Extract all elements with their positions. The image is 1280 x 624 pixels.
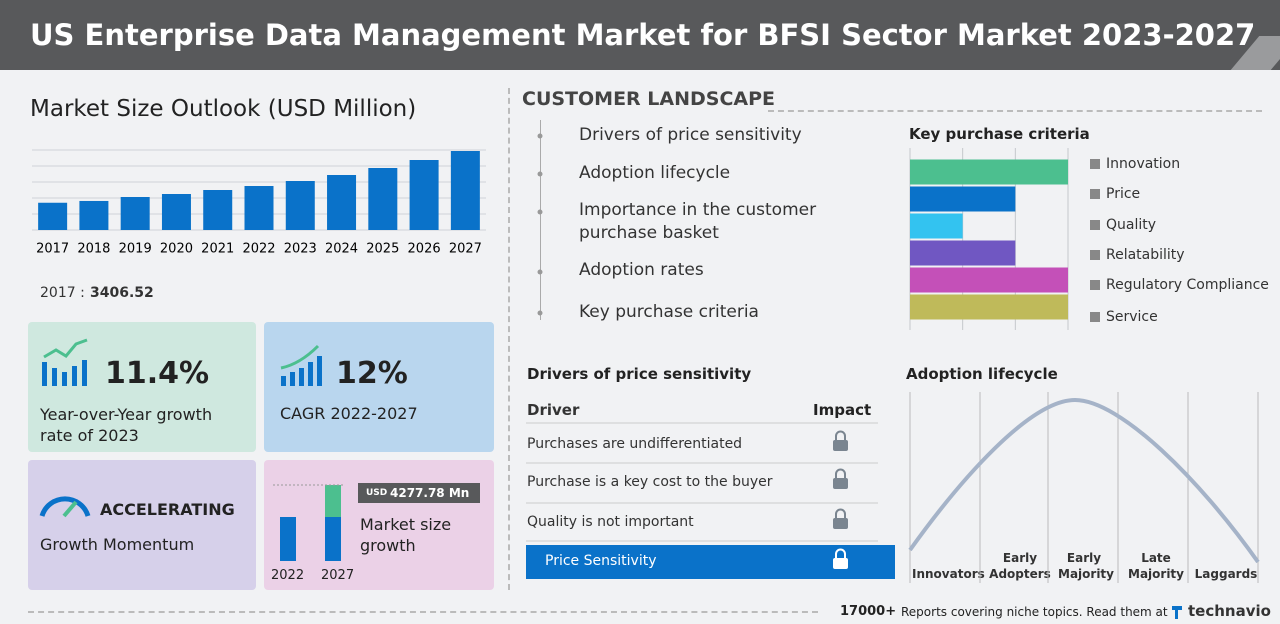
footer-text: Reports covering niche topics. Read them… [901, 605, 1168, 619]
rule [768, 110, 1262, 112]
bar [203, 190, 233, 230]
bar [285, 181, 315, 230]
card-value: 11.4% [105, 356, 210, 391]
table-title: Drivers of price sensitivity [527, 365, 752, 383]
landscape-item: Key purchase criteria [579, 302, 759, 322]
bar [38, 202, 68, 230]
column-header: Impact [813, 401, 872, 419]
driver-row: Purchase is a key cost to the buyer [527, 474, 773, 490]
bar [368, 168, 398, 230]
chart-title: Adoption lifecycle [906, 365, 1058, 383]
card-cagr [264, 322, 494, 452]
landscape-item: Adoption rates [579, 260, 704, 280]
growth-badge [358, 483, 480, 503]
legend-swatch [1090, 189, 1100, 199]
x-tick-label: 2021 [201, 242, 234, 257]
card-label: CAGR 2022-2027 [280, 404, 418, 423]
base-value: 3406.52 [90, 285, 154, 301]
x-tick-label: 2020 [160, 242, 193, 257]
x-tick-label: 2019 [119, 242, 152, 257]
bar [161, 194, 191, 230]
year: 2027 [321, 568, 355, 583]
bar [910, 213, 963, 239]
bar [120, 197, 150, 230]
landscape-item: Importance in the customer purchase bask… [579, 200, 817, 243]
bar [244, 186, 274, 230]
bar [409, 160, 439, 230]
bar [910, 240, 1016, 266]
card-label: Growth Momentum [40, 535, 195, 554]
x-tick-label: 2025 [366, 242, 399, 257]
base-year: 2017 : [40, 285, 85, 301]
column-header: Driver [527, 401, 580, 419]
bar [910, 267, 1068, 293]
list-dots [537, 133, 543, 316]
stage: Innovators [912, 567, 985, 581]
header-title: US Enterprise Data Management Market for… [30, 18, 1256, 52]
x-tick-label: 2024 [325, 242, 358, 257]
growth-value: 4277.78 Mn [390, 486, 470, 500]
bar [79, 200, 109, 230]
legend-label: Innovation [1106, 156, 1180, 172]
brand-icon [1172, 606, 1182, 619]
adoption-curve [908, 397, 1260, 564]
locks [833, 430, 848, 569]
x-tick-label: 2018 [77, 242, 110, 257]
landscape-item: Adoption lifecycle [579, 163, 731, 183]
legend-swatch [1090, 159, 1100, 169]
legend-swatch [1090, 250, 1100, 260]
card-value: 12% [336, 356, 408, 391]
bar [450, 151, 480, 230]
table-rules [526, 422, 878, 542]
footer-rule [28, 611, 818, 613]
bar [910, 186, 1016, 212]
landscape-item: Drivers of price sensitivity [579, 125, 802, 145]
x-tick-label: 2017 [36, 242, 69, 257]
driver-row: Purchases are undifferentiated [527, 436, 743, 452]
card-yoy [28, 322, 256, 452]
brand: technavio [1188, 602, 1271, 620]
card-label: Market size growth [360, 515, 452, 555]
driver-row: Quality is not important [527, 514, 694, 530]
x-tick-label: 2023 [284, 242, 317, 257]
legend-label: Price [1106, 186, 1140, 202]
legend-label: Quality [1106, 217, 1156, 233]
stage: Late Majority [1128, 551, 1184, 581]
bar [910, 159, 1068, 185]
card-value: ACCELERATING [100, 500, 235, 519]
bar [910, 294, 1068, 320]
stage: Early Adopters [989, 551, 1051, 581]
legend-label: Service [1106, 309, 1158, 325]
legend-swatch [1090, 312, 1100, 322]
list-line [540, 120, 541, 320]
chart-title: Key purchase criteria [909, 125, 1090, 143]
year: 2022 [271, 568, 305, 583]
legend-label: Regulatory Compliance [1106, 277, 1269, 293]
stage-dividers [909, 392, 1259, 583]
card-growth [264, 460, 494, 590]
card-label: Year-over-Year growth rate of 2023 [40, 405, 213, 445]
icon [39, 338, 341, 561]
legend-swatch [1090, 280, 1100, 290]
chart-title: Market Size Outlook (USD Million) [30, 96, 417, 122]
legend-swatch [1090, 220, 1100, 230]
header-band [0, 0, 1280, 70]
legend-label: Relatability [1106, 247, 1185, 263]
x-tick-label: 2027 [449, 242, 482, 257]
currency: USD [366, 488, 388, 498]
card-momentum [28, 460, 256, 590]
bar [327, 175, 357, 230]
section-title: CUSTOMER LANDSCAPE [522, 88, 776, 110]
x-tick-label: 2022 [242, 242, 275, 257]
stage: Early Majority [1058, 551, 1114, 581]
x-tick-label: 2026 [408, 242, 441, 257]
footer-count: 17000+ [840, 604, 897, 619]
driver-row: Price Sensitivity [545, 553, 657, 569]
stage: Laggards [1194, 567, 1258, 581]
divider [508, 88, 510, 590]
